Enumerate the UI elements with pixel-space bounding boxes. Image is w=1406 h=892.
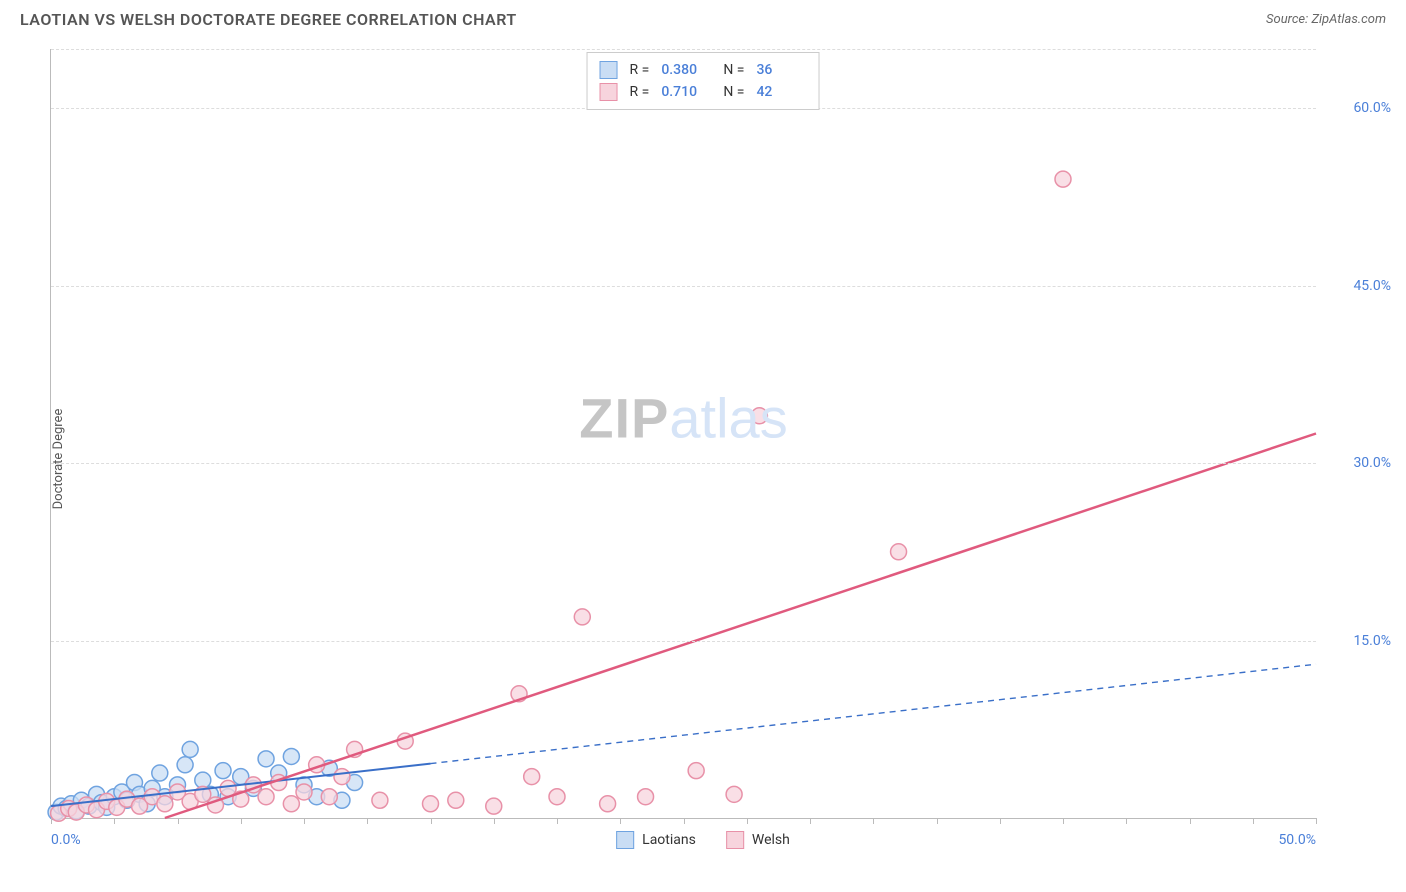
legend-row: R = 0.380 N = 36 xyxy=(600,59,807,81)
y-tick-label: 30.0% xyxy=(1326,455,1391,471)
x-tick-label: 50.0% xyxy=(1278,832,1316,848)
legend-swatch xyxy=(726,831,744,849)
chart-title: LAOTIAN VS WELSH DOCTORATE DEGREE CORREL… xyxy=(20,10,517,29)
legend-swatch xyxy=(600,61,618,79)
data-point xyxy=(182,741,198,757)
x-tick xyxy=(937,818,938,824)
legend-r-label: R = xyxy=(630,62,650,78)
data-point xyxy=(372,792,388,808)
y-tick-label: 15.0% xyxy=(1326,633,1391,649)
data-point xyxy=(258,751,274,767)
x-tick xyxy=(1190,818,1191,824)
legend-n-value: 36 xyxy=(756,62,806,78)
data-point xyxy=(283,748,299,764)
legend-n-value: 42 xyxy=(756,84,806,100)
data-point xyxy=(423,796,439,812)
x-tick xyxy=(1316,818,1317,824)
grid-line xyxy=(51,49,1316,50)
data-point xyxy=(448,792,464,808)
x-tick xyxy=(304,818,305,824)
legend-n-label: N = xyxy=(723,62,744,78)
legend-swatch xyxy=(600,83,618,101)
data-point xyxy=(688,763,704,779)
data-point xyxy=(258,789,274,805)
legend-r-value: 0.710 xyxy=(661,84,711,100)
x-tick xyxy=(810,818,811,824)
data-point xyxy=(177,757,193,773)
x-tick xyxy=(1063,818,1064,824)
legend-series-name: Laotians xyxy=(642,832,696,848)
data-point xyxy=(726,786,742,802)
data-point xyxy=(321,789,337,805)
legend-series-name: Welsh xyxy=(752,832,790,848)
source-attribution: Source: ZipAtlas.com xyxy=(1266,12,1386,27)
data-point xyxy=(549,789,565,805)
y-tick-label: 45.0% xyxy=(1326,278,1391,294)
legend-swatch xyxy=(616,831,634,849)
legend-r-label: R = xyxy=(630,84,650,100)
grid-line xyxy=(51,463,1316,464)
data-point xyxy=(283,796,299,812)
data-point xyxy=(574,609,590,625)
data-point xyxy=(891,544,907,560)
chart-area: Doctorate Degree ZIPatlas 15.0%30.0%45.0… xyxy=(0,34,1406,884)
x-tick xyxy=(1253,818,1254,824)
x-tick xyxy=(241,818,242,824)
x-tick xyxy=(1126,818,1127,824)
x-tick xyxy=(620,818,621,824)
x-tick xyxy=(431,818,432,824)
x-tick xyxy=(557,818,558,824)
x-tick-label: 0.0% xyxy=(51,832,81,848)
legend-row: R = 0.710 N = 42 xyxy=(600,81,807,103)
grid-line xyxy=(51,641,1316,642)
data-point xyxy=(157,796,173,812)
x-tick xyxy=(178,818,179,824)
legend-n-label: N = xyxy=(723,84,744,100)
legend-r-value: 0.380 xyxy=(661,62,711,78)
data-point xyxy=(334,769,350,785)
data-point xyxy=(524,769,540,785)
series-legend: Laotians Welsh xyxy=(616,831,790,849)
data-point xyxy=(486,798,502,814)
data-point xyxy=(600,796,616,812)
legend-item: Laotians xyxy=(616,831,696,849)
x-tick xyxy=(114,818,115,824)
plot-region: ZIPatlas 15.0%30.0%45.0%60.0%0.0%50.0% xyxy=(50,49,1316,819)
trend-line xyxy=(165,434,1316,819)
data-point xyxy=(215,763,231,779)
trend-line-extrapolated xyxy=(431,664,1317,763)
x-tick xyxy=(747,818,748,824)
x-tick xyxy=(1000,818,1001,824)
data-point xyxy=(751,408,767,424)
x-tick xyxy=(873,818,874,824)
data-point xyxy=(638,789,654,805)
data-point xyxy=(152,765,168,781)
correlation-legend: R = 0.380 N = 36 R = 0.710 N = 42 xyxy=(587,52,820,110)
x-tick xyxy=(494,818,495,824)
data-point xyxy=(1055,171,1071,187)
y-tick-label: 60.0% xyxy=(1326,100,1391,116)
grid-line xyxy=(51,286,1316,287)
x-tick xyxy=(51,818,52,824)
data-point xyxy=(296,784,312,800)
x-tick xyxy=(367,818,368,824)
x-tick xyxy=(684,818,685,824)
plot-svg xyxy=(51,49,1316,818)
legend-item: Welsh xyxy=(726,831,790,849)
